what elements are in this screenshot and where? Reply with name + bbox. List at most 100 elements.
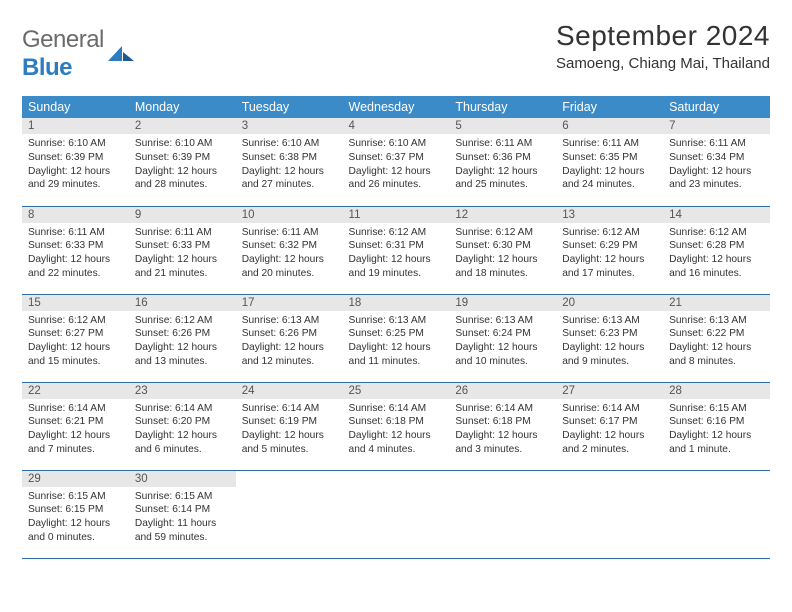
empty-cell	[449, 470, 556, 558]
daylight-text: Daylight: 12 hours	[669, 429, 764, 443]
day-content: Sunrise: 6:13 AMSunset: 6:25 PMDaylight:…	[343, 311, 450, 373]
daylight-text: and 1 minute.	[669, 443, 764, 457]
sunrise-text: Sunrise: 6:11 AM	[669, 137, 764, 151]
day-content: Sunrise: 6:10 AMSunset: 6:39 PMDaylight:…	[129, 134, 236, 196]
day-cell: 22Sunrise: 6:14 AMSunset: 6:21 PMDayligh…	[22, 382, 129, 470]
sunrise-text: Sunrise: 6:13 AM	[562, 314, 657, 328]
daylight-text: and 13 minutes.	[135, 355, 230, 369]
day-number: 22	[22, 383, 129, 399]
day-content: Sunrise: 6:14 AMSunset: 6:17 PMDaylight:…	[556, 399, 663, 461]
day-number: 6	[556, 118, 663, 134]
daylight-text: and 19 minutes.	[349, 267, 444, 281]
sail-icon	[108, 45, 134, 63]
day-cell: 18Sunrise: 6:13 AMSunset: 6:25 PMDayligh…	[343, 294, 450, 382]
day-content: Sunrise: 6:15 AMSunset: 6:16 PMDaylight:…	[663, 399, 770, 461]
day-cell: 16Sunrise: 6:12 AMSunset: 6:26 PMDayligh…	[129, 294, 236, 382]
day-cell: 13Sunrise: 6:12 AMSunset: 6:29 PMDayligh…	[556, 206, 663, 294]
day-content: Sunrise: 6:11 AMSunset: 6:36 PMDaylight:…	[449, 134, 556, 196]
daylight-text: Daylight: 12 hours	[28, 429, 123, 443]
empty-cell	[343, 470, 450, 558]
sunrise-text: Sunrise: 6:11 AM	[135, 226, 230, 240]
day-cell: 17Sunrise: 6:13 AMSunset: 6:26 PMDayligh…	[236, 294, 343, 382]
calendar-row: 22Sunrise: 6:14 AMSunset: 6:21 PMDayligh…	[22, 382, 770, 470]
day-cell: 12Sunrise: 6:12 AMSunset: 6:30 PMDayligh…	[449, 206, 556, 294]
day-content: Sunrise: 6:14 AMSunset: 6:18 PMDaylight:…	[343, 399, 450, 461]
dayname-header: Saturday	[663, 96, 770, 118]
daylight-text: Daylight: 12 hours	[669, 165, 764, 179]
day-cell: 25Sunrise: 6:14 AMSunset: 6:18 PMDayligh…	[343, 382, 450, 470]
daylight-text: Daylight: 12 hours	[562, 253, 657, 267]
day-number: 12	[449, 207, 556, 223]
daylight-text: and 17 minutes.	[562, 267, 657, 281]
daylight-text: Daylight: 12 hours	[135, 253, 230, 267]
daylight-text: and 6 minutes.	[135, 443, 230, 457]
sunset-text: Sunset: 6:31 PM	[349, 239, 444, 253]
calendar-page: General Blue September 2024 Samoeng, Chi…	[0, 0, 792, 612]
sunrise-text: Sunrise: 6:10 AM	[28, 137, 123, 151]
sunset-text: Sunset: 6:21 PM	[28, 415, 123, 429]
day-content: Sunrise: 6:12 AMSunset: 6:28 PMDaylight:…	[663, 223, 770, 285]
day-number: 9	[129, 207, 236, 223]
daylight-text: and 18 minutes.	[455, 267, 550, 281]
daylight-text: and 20 minutes.	[242, 267, 337, 281]
sunset-text: Sunset: 6:27 PM	[28, 327, 123, 341]
day-content: Sunrise: 6:12 AMSunset: 6:31 PMDaylight:…	[343, 223, 450, 285]
day-cell: 30Sunrise: 6:15 AMSunset: 6:14 PMDayligh…	[129, 470, 236, 558]
sunset-text: Sunset: 6:39 PM	[28, 151, 123, 165]
calendar-row: 29Sunrise: 6:15 AMSunset: 6:15 PMDayligh…	[22, 470, 770, 558]
sunrise-text: Sunrise: 6:10 AM	[242, 137, 337, 151]
daylight-text: and 11 minutes.	[349, 355, 444, 369]
daylight-text: Daylight: 12 hours	[242, 165, 337, 179]
day-cell: 15Sunrise: 6:12 AMSunset: 6:27 PMDayligh…	[22, 294, 129, 382]
day-number: 15	[22, 295, 129, 311]
day-content: Sunrise: 6:11 AMSunset: 6:35 PMDaylight:…	[556, 134, 663, 196]
daylight-text: and 26 minutes.	[349, 178, 444, 192]
sunrise-text: Sunrise: 6:10 AM	[349, 137, 444, 151]
sunrise-text: Sunrise: 6:11 AM	[562, 137, 657, 151]
sunrise-text: Sunrise: 6:14 AM	[562, 402, 657, 416]
sunset-text: Sunset: 6:25 PM	[349, 327, 444, 341]
sunrise-text: Sunrise: 6:11 AM	[28, 226, 123, 240]
day-cell: 8Sunrise: 6:11 AMSunset: 6:33 PMDaylight…	[22, 206, 129, 294]
sunset-text: Sunset: 6:36 PM	[455, 151, 550, 165]
daylight-text: Daylight: 12 hours	[349, 429, 444, 443]
sunrise-text: Sunrise: 6:11 AM	[455, 137, 550, 151]
daylight-text: and 22 minutes.	[28, 267, 123, 281]
sunset-text: Sunset: 6:26 PM	[135, 327, 230, 341]
sunset-text: Sunset: 6:32 PM	[242, 239, 337, 253]
sunrise-text: Sunrise: 6:11 AM	[242, 226, 337, 240]
sunset-text: Sunset: 6:34 PM	[669, 151, 764, 165]
daylight-text: Daylight: 12 hours	[135, 165, 230, 179]
calendar-table: SundayMondayTuesdayWednesdayThursdayFrid…	[22, 96, 770, 559]
sunset-text: Sunset: 6:24 PM	[455, 327, 550, 341]
sunset-text: Sunset: 6:22 PM	[669, 327, 764, 341]
day-cell: 3Sunrise: 6:10 AMSunset: 6:38 PMDaylight…	[236, 118, 343, 206]
dayname-header: Tuesday	[236, 96, 343, 118]
sunrise-text: Sunrise: 6:12 AM	[669, 226, 764, 240]
sunset-text: Sunset: 6:33 PM	[28, 239, 123, 253]
day-cell: 4Sunrise: 6:10 AMSunset: 6:37 PMDaylight…	[343, 118, 450, 206]
sunset-text: Sunset: 6:15 PM	[28, 503, 123, 517]
day-content: Sunrise: 6:12 AMSunset: 6:26 PMDaylight:…	[129, 311, 236, 373]
daylight-text: and 2 minutes.	[562, 443, 657, 457]
day-number: 18	[343, 295, 450, 311]
day-cell: 11Sunrise: 6:12 AMSunset: 6:31 PMDayligh…	[343, 206, 450, 294]
day-cell: 10Sunrise: 6:11 AMSunset: 6:32 PMDayligh…	[236, 206, 343, 294]
day-cell: 28Sunrise: 6:15 AMSunset: 6:16 PMDayligh…	[663, 382, 770, 470]
daylight-text: Daylight: 12 hours	[242, 341, 337, 355]
day-content: Sunrise: 6:13 AMSunset: 6:24 PMDaylight:…	[449, 311, 556, 373]
day-content: Sunrise: 6:11 AMSunset: 6:33 PMDaylight:…	[22, 223, 129, 285]
dayname-header: Wednesday	[343, 96, 450, 118]
sunrise-text: Sunrise: 6:12 AM	[135, 314, 230, 328]
daylight-text: and 16 minutes.	[669, 267, 764, 281]
dayname-header: Monday	[129, 96, 236, 118]
day-number: 20	[556, 295, 663, 311]
sunset-text: Sunset: 6:28 PM	[669, 239, 764, 253]
day-content: Sunrise: 6:15 AMSunset: 6:15 PMDaylight:…	[22, 487, 129, 549]
daylight-text: Daylight: 12 hours	[28, 253, 123, 267]
daylight-text: Daylight: 12 hours	[669, 253, 764, 267]
day-number: 25	[343, 383, 450, 399]
daylight-text: and 24 minutes.	[562, 178, 657, 192]
day-cell: 27Sunrise: 6:14 AMSunset: 6:17 PMDayligh…	[556, 382, 663, 470]
logo-text: General Blue	[22, 26, 104, 82]
